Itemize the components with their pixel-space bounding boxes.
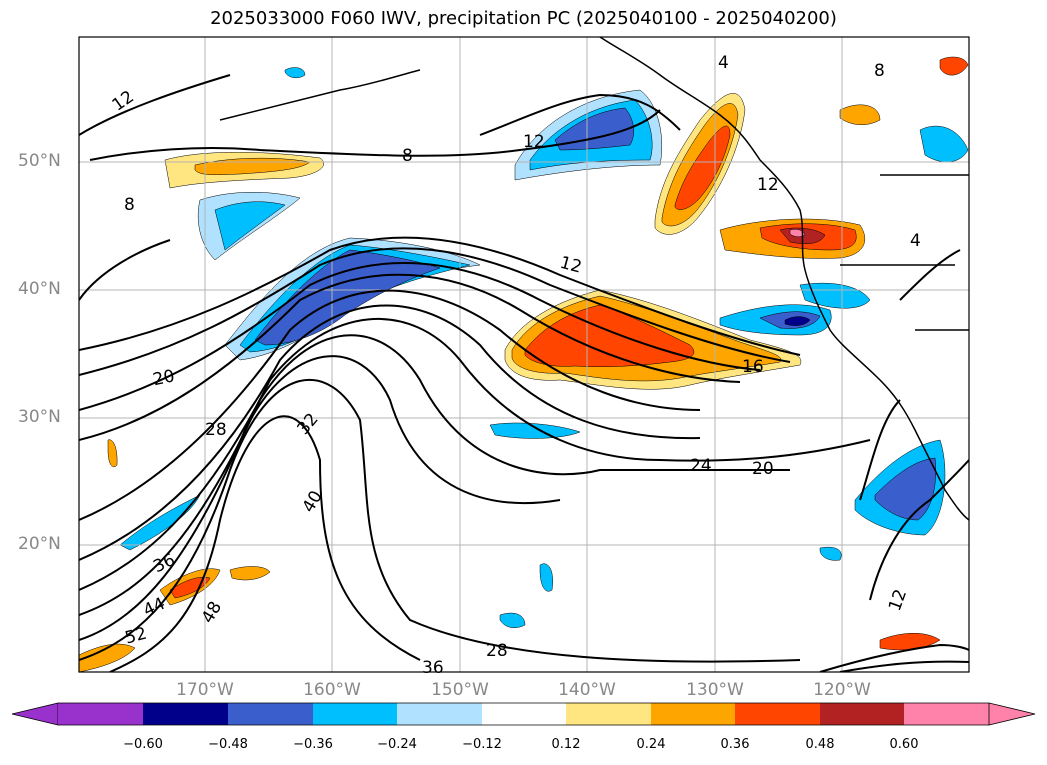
contour-label: 8 xyxy=(402,146,413,166)
contour-label: 4 xyxy=(910,231,921,251)
lat-label-20n: 20°N xyxy=(18,534,61,554)
graticule xyxy=(79,37,969,672)
colorbar-under-triangle xyxy=(11,702,59,726)
colorbar-bin xyxy=(313,703,397,725)
shading-layer xyxy=(79,56,969,672)
colorbar-bin xyxy=(228,703,313,725)
colorbar-bin xyxy=(820,703,904,725)
colorbar-tick: −0.60 xyxy=(123,737,163,752)
map-border xyxy=(78,36,970,673)
contour-label: 8 xyxy=(874,61,885,81)
colorbar xyxy=(11,702,1036,726)
contour-label: 20 xyxy=(752,459,774,479)
colorbar-tick: 0.48 xyxy=(805,737,835,752)
colorbar-bin xyxy=(735,703,820,725)
contour-label: 36 xyxy=(422,658,444,678)
iwv-contours xyxy=(79,74,969,672)
lat-label-30n: 30°N xyxy=(18,407,61,427)
colorbar-tick: −0.48 xyxy=(208,737,248,752)
colorbar-tick: −0.24 xyxy=(377,737,417,752)
contour-label: 16 xyxy=(742,357,764,377)
lon-label-160w: 160°W xyxy=(303,680,361,700)
colorbar-tick: −0.36 xyxy=(293,737,333,752)
contour-label: 20 xyxy=(151,366,176,390)
contour-label: 24 xyxy=(690,456,712,476)
colorbar-bin xyxy=(397,703,482,725)
colorbar-bin xyxy=(904,703,989,725)
lon-label-150w: 150°W xyxy=(431,680,489,700)
lon-label-170w: 170°W xyxy=(176,680,234,700)
negative-precip-regions xyxy=(119,67,969,628)
lon-label-120w: 120°W xyxy=(813,680,871,700)
colorbar-bin xyxy=(651,703,735,725)
colorbar-tick: −0.12 xyxy=(462,737,502,752)
contour-label: 12 xyxy=(523,132,545,152)
map-title: 2025033000 F060 IWV, precipitation PC (2… xyxy=(210,8,837,29)
lon-label-130w: 130°W xyxy=(686,680,744,700)
contour-label: 28 xyxy=(205,420,227,440)
contour-label: 8 xyxy=(124,195,135,215)
colorbar-bin xyxy=(566,703,651,725)
colorbar-bin xyxy=(482,703,566,725)
contour-label: 28 xyxy=(486,641,508,661)
colorbar-over-triangle xyxy=(988,702,1036,726)
colorbar-tick: 0.24 xyxy=(636,737,666,752)
lon-label-140w: 140°W xyxy=(558,680,616,700)
colorbar-bin xyxy=(143,703,228,725)
coastline xyxy=(219,37,969,521)
positive-precip-regions xyxy=(79,56,969,672)
colorbar-tick: 0.12 xyxy=(551,737,581,752)
colorbar-tick: 0.60 xyxy=(889,737,919,752)
colorbar-bin xyxy=(58,703,143,725)
lat-label-50n: 50°N xyxy=(18,151,61,171)
colorbar-tick: 0.36 xyxy=(720,737,750,752)
lat-label-40n: 40°N xyxy=(18,279,61,299)
contour-label: 12 xyxy=(757,175,779,195)
contour-label: 4 xyxy=(718,53,729,73)
